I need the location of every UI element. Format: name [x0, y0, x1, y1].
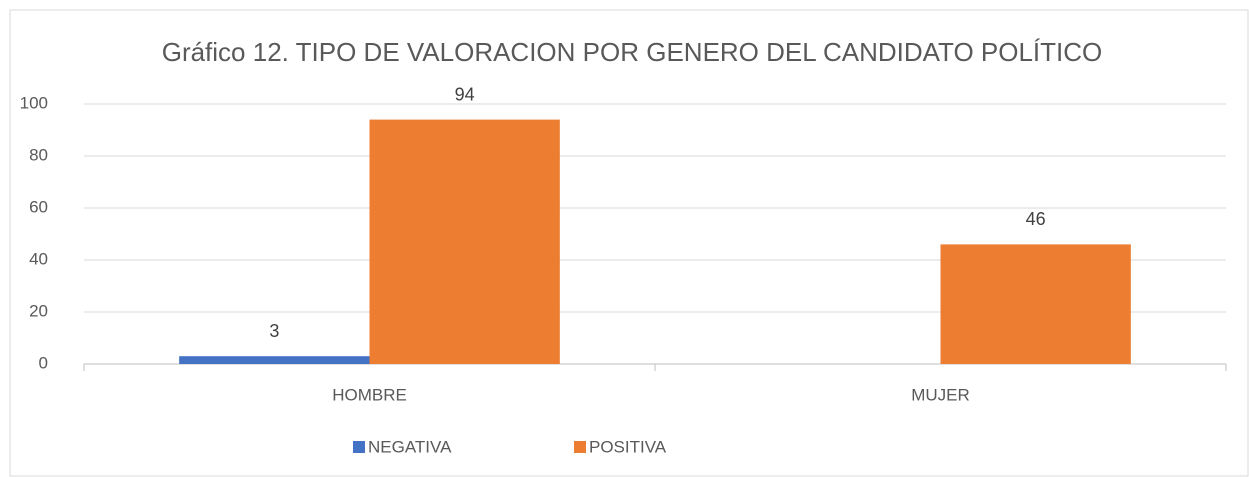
legend-label: POSITIVA: [589, 437, 667, 456]
y-tick-label: 80: [29, 145, 48, 164]
x-tick-label: HOMBRE: [332, 385, 407, 404]
legend-swatch: [353, 441, 365, 453]
data-label: 3: [269, 321, 279, 341]
y-tick-label: 20: [29, 301, 48, 320]
y-tick-label: 100: [20, 93, 48, 112]
bar: [369, 119, 560, 364]
bar: [179, 356, 370, 364]
x-tick-label: MUJER: [911, 385, 970, 404]
y-tick-label: 40: [29, 249, 48, 268]
chart-frame: [9, 9, 1249, 477]
y-tick-label: 0: [39, 353, 48, 372]
legend-swatch: [574, 441, 586, 453]
data-label: 94: [455, 84, 475, 104]
bar: [940, 244, 1131, 364]
data-label: 46: [1026, 209, 1046, 229]
y-tick-label: 60: [29, 197, 48, 216]
legend-label: NEGATIVA: [368, 437, 452, 456]
chart-title: Gráfico 12. TIPO DE VALORACION POR GENER…: [162, 37, 1103, 67]
